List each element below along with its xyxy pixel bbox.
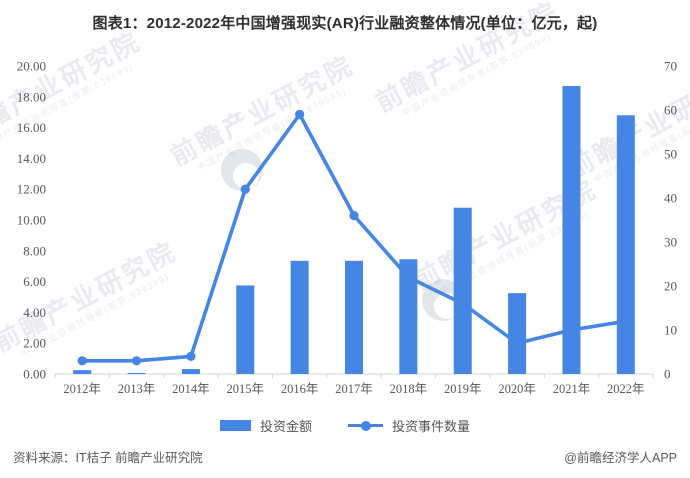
legend-item-investment-events: 投资事件数量 — [348, 416, 470, 435]
right-axis-tick: 60 — [664, 103, 677, 118]
left-axis-tick: 8.00 — [23, 243, 46, 258]
chart-plot: 0.00 2.00 4.00 6.00 8.00 10.00 12.00 14.00 16.00… — [17, 59, 677, 397]
bar-series — [73, 86, 635, 375]
x-axis-label: 2017年 — [335, 382, 373, 396]
right-axis-tick: 50 — [664, 147, 677, 162]
bar-2020年 — [508, 293, 527, 374]
right-axis-tick: 20 — [664, 279, 677, 294]
bar-2016年 — [290, 260, 309, 374]
bar-series-swatch — [219, 420, 251, 431]
bar-2022年 — [616, 115, 635, 374]
left-axis-tick: 10.00 — [17, 213, 46, 228]
line-point-2019年 — [458, 299, 468, 309]
bar-2017年 — [345, 260, 363, 374]
left-axis-labels: 0.00 2.00 4.00 6.00 8.00 10.00 12.00 14.00 16.00… — [17, 59, 46, 382]
bar-2019年 — [453, 207, 472, 374]
right-axis-tick: 30 — [664, 235, 677, 250]
right-axis-tick: 0 — [664, 367, 671, 382]
x-axis-label: 2012年 — [63, 382, 101, 396]
bar-2018年 — [399, 259, 418, 374]
line-point-2020年 — [512, 338, 522, 348]
left-axis-tick: 4.00 — [23, 305, 46, 320]
x-axis-labels: 2012年 2013年 2014年 2015年 2016年 2017年 2018年 2019年… — [63, 382, 644, 396]
line-point-2022年 — [621, 316, 631, 326]
credit-note: @前瞻经济学人APP — [564, 451, 677, 465]
x-axis-label: 2020年 — [498, 382, 536, 396]
left-axis-tick: 12.00 — [17, 182, 46, 197]
x-axis — [54, 373, 654, 378]
line-series — [77, 109, 631, 366]
chart-title: 图表1：2012-2022年中国增强现实(AR)行业融资整体情况(单位：亿元，起… — [92, 15, 598, 32]
legend: 投资金额 投资事件数量 — [0, 416, 690, 435]
bar-2014年 — [181, 369, 200, 374]
right-axis-tick: 40 — [664, 191, 677, 206]
bar-2013年 — [127, 373, 146, 374]
legend-label-investment-events: 投资事件数量 — [392, 419, 471, 434]
left-axis-tick: 16.00 — [17, 120, 46, 135]
bar-2012年 — [73, 370, 92, 374]
line-point-2017年 — [349, 211, 359, 221]
bar-2015年 — [236, 285, 255, 374]
line-point-2015年 — [240, 184, 250, 194]
line-point-2016年 — [295, 109, 305, 119]
left-axis-tick: 14.00 — [17, 151, 46, 166]
left-axis-tick: 2.00 — [23, 336, 46, 351]
line-series-swatch — [348, 423, 383, 428]
line-point-2013年 — [131, 356, 142, 366]
right-axis-tick: 70 — [664, 59, 677, 74]
x-axis-label: 2022年 — [607, 382, 645, 396]
legend-item-investment-amount: 投资金额 — [219, 416, 312, 435]
line-point-2021年 — [566, 325, 577, 335]
left-axis-tick: 0.00 — [23, 367, 46, 382]
line-point-2018年 — [403, 272, 413, 282]
x-axis-label: 2021年 — [553, 382, 591, 396]
legend-label-investment-amount: 投资金额 — [259, 419, 312, 434]
source-note: 资料来源：IT桔子 前瞻产业研究院 — [13, 451, 203, 465]
right-axis-tick: 10 — [664, 323, 677, 338]
left-axis-tick: 6.00 — [23, 274, 46, 289]
line-point-2014年 — [186, 351, 196, 361]
footer: 资料来源：IT桔子 前瞻产业研究院 @前瞻经济学人APP — [0, 447, 690, 466]
x-axis-label: 2015年 — [227, 382, 265, 396]
x-axis-label: 2016年 — [281, 382, 319, 396]
x-axis-label: 2013年 — [118, 382, 156, 396]
line-point-2012年 — [77, 356, 87, 366]
right-axis-labels: 0 10 20 30 40 50 60 70 — [664, 59, 677, 382]
left-axis-tick: 20.00 — [17, 59, 46, 74]
x-axis-label: 2019年 — [444, 382, 482, 396]
x-axis-label: 2014年 — [172, 382, 210, 396]
left-axis-tick: 18.00 — [17, 89, 46, 104]
x-axis-label: 2018年 — [390, 382, 428, 396]
bar-2021年 — [562, 86, 581, 375]
